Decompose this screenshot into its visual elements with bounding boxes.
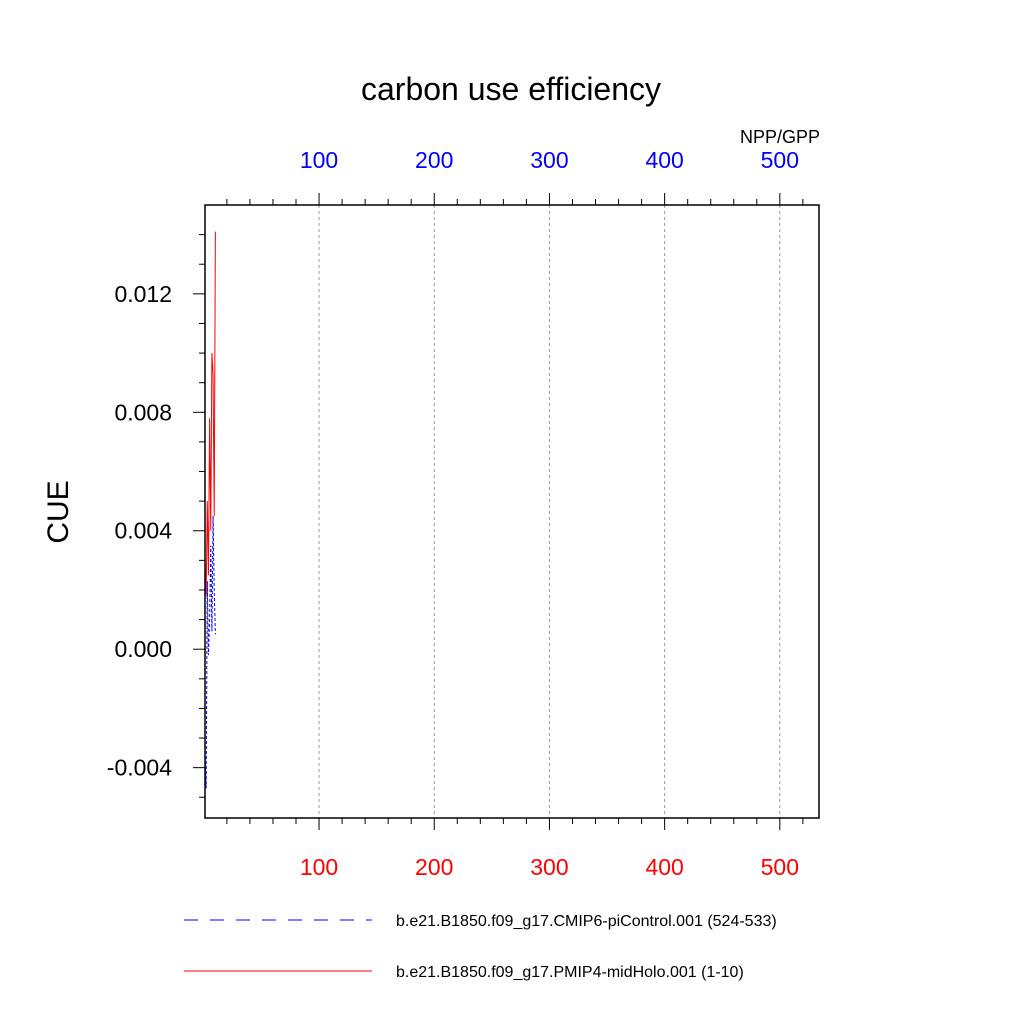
chart-title: carbon use efficiency bbox=[361, 71, 661, 107]
bottom-tick-label-300: 300 bbox=[530, 854, 568, 880]
axis-ticks bbox=[193, 193, 804, 830]
top-tick-label-300: 300 bbox=[530, 147, 568, 173]
series-layer bbox=[204, 231, 216, 789]
top-tick-label-500: 500 bbox=[761, 147, 799, 173]
bottom-tick-label-100: 100 bbox=[300, 854, 338, 880]
y-tick-label-0: -0.004 bbox=[107, 755, 172, 781]
legend-label-picontrol: b.e21.B1850.f09_g17.CMIP6-piControl.001 … bbox=[396, 913, 777, 930]
top-tick-label-400: 400 bbox=[645, 147, 683, 173]
series-line-1 bbox=[204, 231, 216, 596]
y-axis-label: CUE bbox=[42, 480, 75, 543]
y-tick-label-1: 0.000 bbox=[114, 636, 172, 662]
bottom-tick-label-200: 200 bbox=[415, 854, 453, 880]
tick-labels: -0.004 0.000 0.004 0.008 0.012 100 200 300 400 50… bbox=[107, 147, 799, 880]
corner-label: NPP/GPP bbox=[740, 127, 820, 147]
legend-label-midholo: b.e21.B1850.f09_g17.PMIP4-midHolo.001 (1… bbox=[396, 964, 744, 981]
legend: b.e21.B1850.f09_g17.CMIP6-piControl.001 … bbox=[184, 913, 777, 981]
y-tick-label-4: 0.012 bbox=[114, 281, 172, 307]
top-tick-label-100: 100 bbox=[300, 147, 338, 173]
plot-frame bbox=[204, 204, 820, 819]
top-tick-label-200: 200 bbox=[415, 147, 453, 173]
bottom-tick-label-400: 400 bbox=[645, 854, 683, 880]
y-tick-label-2: 0.004 bbox=[114, 518, 172, 544]
y-tick-label-3: 0.008 bbox=[114, 399, 172, 425]
grid-lines bbox=[318, 205, 781, 818]
bottom-tick-label-500: 500 bbox=[761, 854, 799, 880]
